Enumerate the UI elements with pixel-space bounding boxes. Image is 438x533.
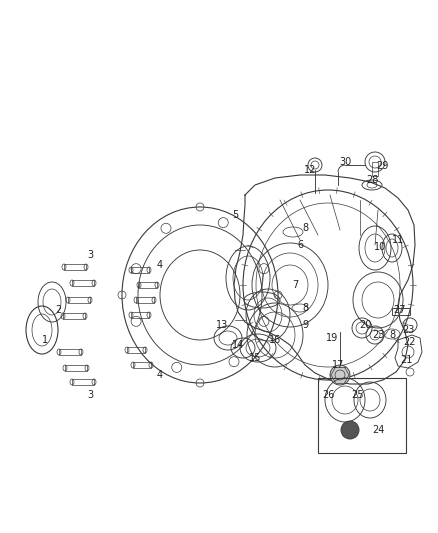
Text: 22: 22 xyxy=(404,337,416,347)
Text: 15: 15 xyxy=(249,353,261,363)
Bar xyxy=(136,297,154,303)
Text: 12: 12 xyxy=(304,165,316,175)
Text: 3: 3 xyxy=(87,390,93,400)
Text: 4: 4 xyxy=(157,370,163,380)
Text: 23: 23 xyxy=(372,330,384,340)
Text: 4: 4 xyxy=(157,260,163,270)
Ellipse shape xyxy=(330,365,350,385)
Text: 7: 7 xyxy=(292,280,298,290)
Text: 10: 10 xyxy=(374,242,386,252)
Text: 26: 26 xyxy=(322,390,334,400)
Bar xyxy=(133,362,151,368)
Bar xyxy=(139,282,157,288)
Text: 14: 14 xyxy=(232,340,244,350)
Text: 29: 29 xyxy=(376,161,388,171)
Text: 28: 28 xyxy=(366,175,378,185)
Bar xyxy=(72,280,94,286)
Bar xyxy=(63,313,85,319)
Text: 2: 2 xyxy=(55,305,61,315)
Text: 8: 8 xyxy=(302,303,308,313)
Bar xyxy=(64,264,86,270)
Bar xyxy=(318,378,406,453)
Bar xyxy=(59,349,81,355)
Bar xyxy=(372,162,378,176)
Text: 5: 5 xyxy=(232,210,238,220)
Text: 17: 17 xyxy=(332,360,344,370)
Text: 8: 8 xyxy=(302,223,308,233)
Bar xyxy=(392,308,410,315)
Text: 11: 11 xyxy=(392,235,404,245)
Text: 27: 27 xyxy=(394,305,406,315)
Text: 6: 6 xyxy=(297,240,303,250)
Text: 24: 24 xyxy=(372,425,384,435)
Bar xyxy=(68,297,90,303)
Text: 13: 13 xyxy=(216,320,228,330)
Text: 1: 1 xyxy=(42,335,48,345)
Bar xyxy=(127,347,145,353)
Text: 25: 25 xyxy=(352,390,364,400)
Text: 19: 19 xyxy=(326,333,338,343)
Text: 23: 23 xyxy=(402,325,414,335)
Bar xyxy=(131,312,149,318)
Text: 3: 3 xyxy=(87,250,93,260)
Text: 9: 9 xyxy=(302,320,308,330)
Bar xyxy=(72,379,94,385)
Text: 16: 16 xyxy=(269,335,281,345)
Text: 20: 20 xyxy=(359,320,371,330)
Text: 30: 30 xyxy=(339,157,351,167)
Bar xyxy=(65,365,87,371)
Bar xyxy=(131,267,149,273)
Circle shape xyxy=(341,421,359,439)
Text: 21: 21 xyxy=(400,355,412,365)
Text: 8: 8 xyxy=(389,330,395,340)
